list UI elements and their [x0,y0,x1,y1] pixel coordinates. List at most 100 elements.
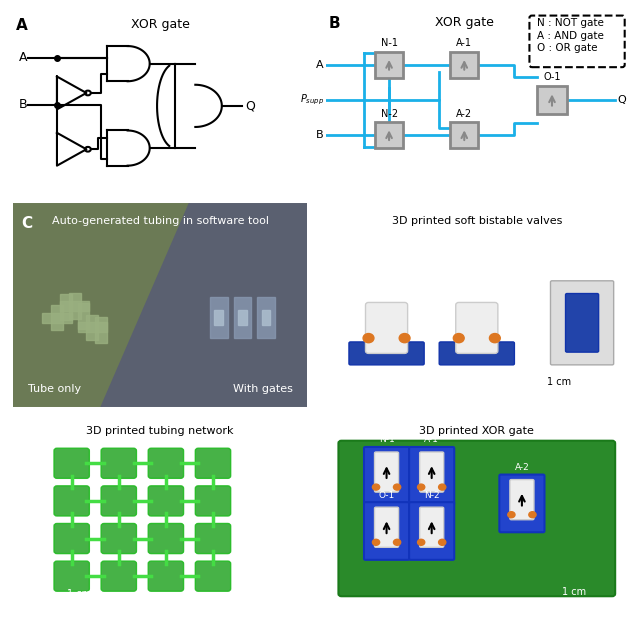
Circle shape [399,334,410,343]
FancyBboxPatch shape [550,281,614,365]
Text: F: F [335,426,346,441]
Circle shape [529,512,536,518]
FancyBboxPatch shape [364,502,409,560]
FancyBboxPatch shape [195,561,230,591]
Bar [375,122,403,148]
Bar [214,310,223,326]
Bar [451,122,478,148]
Bar [95,317,107,343]
Text: A-2: A-2 [456,108,472,119]
FancyBboxPatch shape [456,303,498,353]
Text: N-2: N-2 [381,108,397,119]
Text: D: D [335,216,348,231]
Text: 1 cm: 1 cm [563,588,587,598]
Bar [60,301,90,311]
Circle shape [394,539,401,546]
FancyBboxPatch shape [339,441,615,596]
Text: A-2: A-2 [515,463,529,472]
FancyBboxPatch shape [101,448,136,478]
Text: E: E [22,426,32,441]
Text: A-1: A-1 [424,435,439,445]
FancyBboxPatch shape [101,486,136,516]
Circle shape [372,484,380,490]
FancyBboxPatch shape [529,16,625,67]
FancyBboxPatch shape [54,561,90,591]
Text: N-1: N-1 [381,38,397,48]
FancyBboxPatch shape [439,342,515,365]
Bar [60,294,72,320]
Circle shape [363,334,374,343]
FancyBboxPatch shape [195,523,230,554]
Text: Auto-generated tubing in software tool: Auto-generated tubing in software tool [51,216,269,226]
Circle shape [490,334,500,343]
Text: C: C [22,216,33,231]
FancyBboxPatch shape [409,502,454,560]
Text: XOR gate: XOR gate [131,18,189,31]
Text: XOR gate: XOR gate [435,16,493,29]
FancyBboxPatch shape [101,523,136,554]
Text: 3D printed soft bistable valves: 3D printed soft bistable valves [392,216,562,226]
Circle shape [417,539,425,546]
Text: O-1: O-1 [543,73,561,82]
Bar [375,52,403,78]
FancyBboxPatch shape [374,452,399,492]
Text: O : OR gate: O : OR gate [537,43,598,53]
Bar [51,305,63,330]
Text: A: A [19,51,27,64]
FancyBboxPatch shape [195,448,230,478]
Circle shape [438,539,446,546]
FancyBboxPatch shape [195,486,230,516]
Text: A: A [16,18,28,33]
Text: A-1: A-1 [456,38,472,48]
FancyBboxPatch shape [148,561,184,591]
FancyBboxPatch shape [365,303,408,353]
FancyBboxPatch shape [54,486,90,516]
FancyBboxPatch shape [349,342,424,365]
FancyBboxPatch shape [409,447,454,505]
Bar [210,298,228,338]
Bar [537,86,567,114]
Text: O-1: O-1 [378,490,395,500]
Bar [262,310,271,326]
Text: Q: Q [245,99,255,112]
Text: B: B [19,98,28,111]
FancyBboxPatch shape [54,448,90,478]
Text: 1 cm: 1 cm [67,589,91,599]
Text: With gates: With gates [232,384,292,394]
FancyBboxPatch shape [374,507,399,547]
Polygon shape [13,203,189,407]
Text: B: B [316,130,324,140]
Text: N-1: N-1 [379,435,394,445]
Circle shape [394,484,401,490]
Bar [234,298,252,338]
Polygon shape [101,203,307,407]
FancyBboxPatch shape [510,480,534,520]
FancyBboxPatch shape [54,523,90,554]
Text: Tube only: Tube only [28,384,81,394]
FancyBboxPatch shape [148,486,184,516]
FancyBboxPatch shape [101,561,136,591]
Text: 3D printed XOR gate: 3D printed XOR gate [419,426,534,436]
Text: A : AND gate: A : AND gate [537,30,604,40]
Text: A: A [316,60,324,70]
FancyBboxPatch shape [148,523,184,554]
FancyBboxPatch shape [364,447,409,505]
Text: $P_{supp}$: $P_{supp}$ [300,93,324,107]
Circle shape [372,539,380,546]
Bar [257,298,275,338]
Text: Q: Q [617,95,626,105]
Circle shape [438,484,446,490]
Bar [77,322,107,332]
Circle shape [417,484,425,490]
FancyBboxPatch shape [420,452,444,492]
Bar [451,52,478,78]
Text: B: B [329,16,340,30]
Circle shape [508,512,515,518]
Bar [68,293,81,319]
FancyBboxPatch shape [499,474,545,532]
FancyBboxPatch shape [420,507,444,547]
FancyBboxPatch shape [148,448,184,478]
Bar [86,314,98,340]
Text: 1 cm: 1 cm [547,376,572,386]
Bar [42,312,72,323]
